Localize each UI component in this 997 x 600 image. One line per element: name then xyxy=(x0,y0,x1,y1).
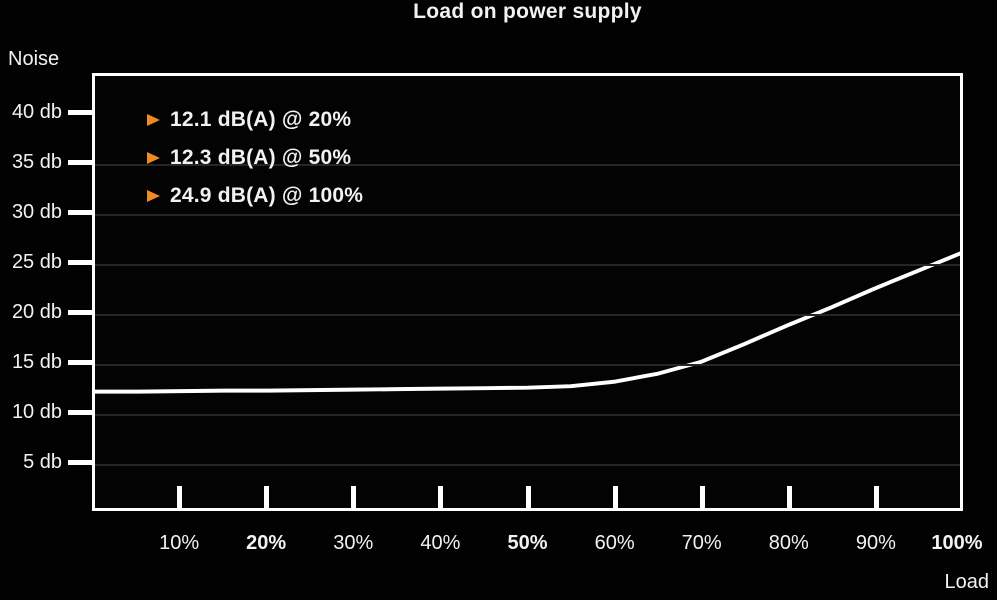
x-tick-mark xyxy=(525,486,531,508)
y-tick-mark xyxy=(68,259,93,265)
y-axis-title: Noise xyxy=(8,48,60,70)
y-tick-mark xyxy=(68,309,93,315)
x-tick-label: 40% xyxy=(420,532,461,554)
noise-curve-line xyxy=(95,251,960,394)
x-tick-label: 30% xyxy=(333,532,374,554)
x-tick-label: 100% xyxy=(931,532,983,554)
legend-item: 12.3 dB(A) @ 50% xyxy=(147,145,363,171)
y-tick-mark xyxy=(68,459,93,465)
legend: 12.1 dB(A) @ 20% 12.3 dB(A) @ 50% 24.9 d… xyxy=(147,107,363,209)
x-tick-mark xyxy=(873,486,879,508)
legend-label-50pct: 12.3 dB(A) @ 50% xyxy=(170,146,352,169)
legend-label-20pct: 12.1 dB(A) @ 20% xyxy=(170,108,352,131)
y-tick-label: 40 db xyxy=(11,101,62,123)
legend-item: 12.1 dB(A) @ 20% xyxy=(147,107,363,133)
y-tick-mark xyxy=(68,359,93,365)
legend-item: 24.9 dB(A) @ 100% xyxy=(147,183,363,209)
chart-title: Load on power supply xyxy=(413,0,642,23)
y-tick-label: 5 db xyxy=(23,451,62,473)
noise-curve xyxy=(95,251,960,394)
plot-area xyxy=(92,73,963,511)
x-tick-mark xyxy=(612,486,618,508)
gridline-15db xyxy=(95,364,960,366)
x-axis-title: Load xyxy=(944,571,990,593)
y-tick-label: 30 db xyxy=(11,201,62,223)
x-tick-mark xyxy=(351,486,357,508)
y-tick-mark xyxy=(68,209,93,215)
arrow-right-icon xyxy=(147,152,160,164)
legend-label-100pct: 24.9 dB(A) @ 100% xyxy=(170,184,364,207)
y-tick-label: 20 db xyxy=(11,301,62,323)
arrow-right-icon xyxy=(147,114,160,126)
gridline-20db xyxy=(95,314,960,316)
y-tick-label: 25 db xyxy=(11,251,62,273)
gridline-25db xyxy=(95,264,960,266)
y-tick-label: 10 db xyxy=(11,401,62,423)
gridline-30db xyxy=(95,214,960,216)
x-tick-label: 10% xyxy=(159,532,200,554)
x-tick-mark xyxy=(438,486,444,508)
y-tick-mark xyxy=(68,159,93,165)
x-tick-mark xyxy=(786,486,792,508)
gridline-10db xyxy=(95,414,960,416)
x-tick-label: 60% xyxy=(594,532,635,554)
x-tick-label: 50% xyxy=(507,532,548,554)
x-tick-label: 80% xyxy=(768,532,809,554)
gridline-5db xyxy=(95,464,960,466)
gridline-35db xyxy=(95,164,960,166)
x-tick-label: 70% xyxy=(681,532,722,554)
x-tick-label: 20% xyxy=(246,532,287,554)
y-tick-mark xyxy=(68,109,93,115)
x-tick-mark xyxy=(264,486,270,508)
y-tick-label: 15 db xyxy=(11,351,62,373)
arrow-right-icon xyxy=(147,190,160,202)
x-tick-label: 90% xyxy=(855,532,896,554)
y-tick-label: 35 db xyxy=(11,151,62,173)
x-tick-mark xyxy=(177,486,183,508)
y-tick-mark xyxy=(68,409,93,415)
x-tick-mark xyxy=(699,486,705,508)
